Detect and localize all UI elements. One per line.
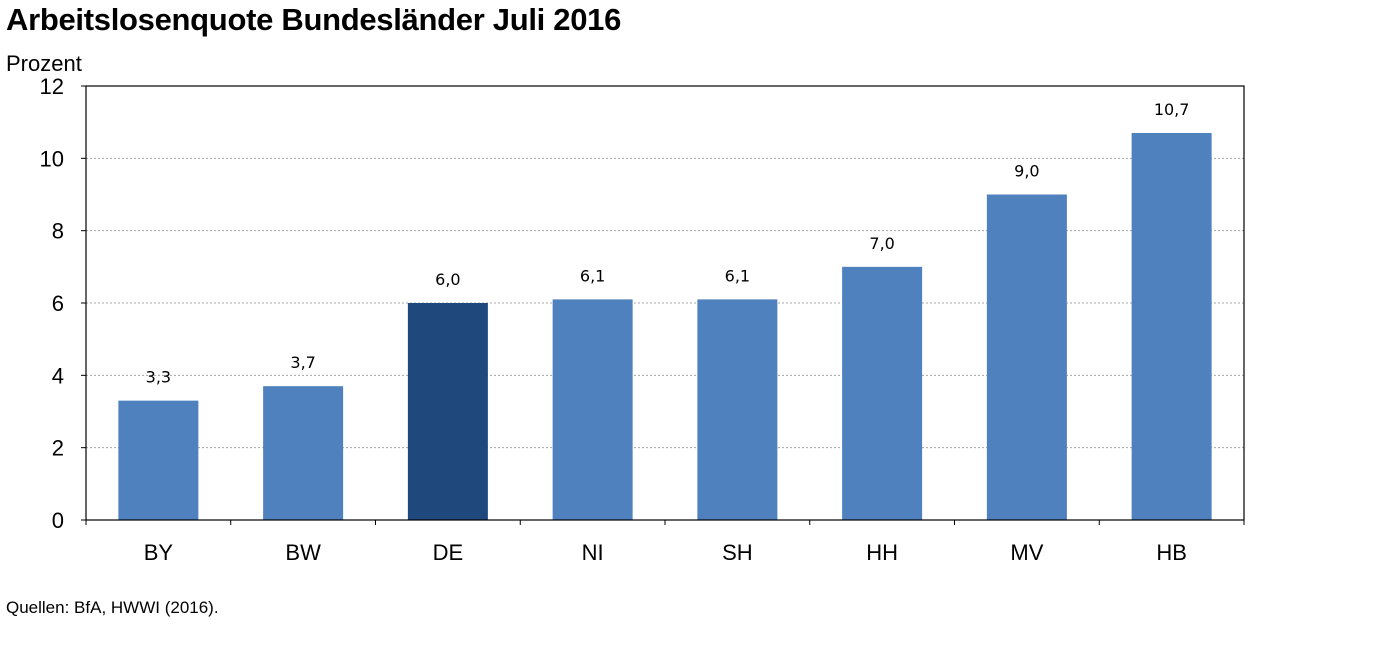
- grid-lines: [86, 157, 1244, 449]
- data-label: 6,0: [435, 270, 460, 289]
- x-tick-label: BY: [144, 540, 174, 565]
- bar-mv: [986, 194, 1067, 520]
- x-tick-label: HH: [866, 540, 898, 565]
- data-label: 3,3: [146, 368, 171, 387]
- bar-ni: [552, 299, 633, 520]
- x-tick-label: SH: [722, 540, 753, 565]
- bar-hb: [1131, 133, 1212, 520]
- bar-sh: [697, 299, 778, 520]
- y-tick-label: 10: [40, 146, 64, 171]
- plot-frame: [85, 85, 1245, 521]
- y-tick-label: 4: [52, 363, 64, 388]
- bar-hh: [842, 266, 923, 520]
- y-tick-label: 0: [52, 508, 64, 533]
- bar-bw: [263, 386, 344, 520]
- data-label: 10,7: [1154, 100, 1190, 119]
- bar-by: [118, 400, 199, 520]
- data-label: 9,0: [1014, 162, 1039, 181]
- y-tick-label: 2: [52, 436, 64, 461]
- y-axis-unit-label: Prozent: [6, 51, 82, 76]
- y-tick-label: 6: [52, 291, 64, 316]
- x-tick-label: DE: [433, 540, 464, 565]
- data-labels: 3,3 3,7 6,0 6,1 6,1 7,0 9,0 10,7: [146, 100, 1190, 387]
- x-tick-label: MV: [1010, 540, 1043, 565]
- x-tick-label: BW: [285, 540, 321, 565]
- data-label: 3,7: [290, 353, 315, 372]
- x-tick-label: NI: [582, 540, 604, 565]
- axes: 0 2 4 6 8 10 12 BY BW DE NI SH HH MV HB: [40, 74, 1245, 565]
- data-label: 7,0: [869, 234, 894, 253]
- data-label: 6,1: [580, 266, 605, 285]
- y-tick-label: 8: [52, 219, 64, 244]
- x-tick-label: HB: [1156, 540, 1187, 565]
- source-note: Quellen: BfA, HWWI (2016).: [6, 598, 219, 617]
- y-tick-label: 12: [40, 74, 64, 99]
- data-label: 6,1: [725, 266, 750, 285]
- chart-title: Arbeitslosenquote Bundesländer Juli 2016: [6, 2, 622, 37]
- bar-de: [407, 303, 488, 520]
- bars: [118, 133, 1212, 520]
